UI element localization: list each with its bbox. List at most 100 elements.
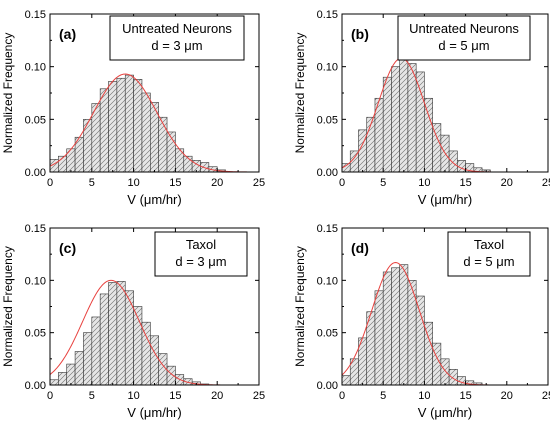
x-tick-label: 25 [253,177,265,189]
x-tick-label: 15 [459,390,471,402]
gaussian-fit-line [49,73,260,173]
panel-label: (b) [351,26,369,42]
histogram-bar [415,71,425,173]
y-axis-label: Normalized Frequency [1,33,15,154]
legend-box [109,15,245,61]
histogram-bar [374,290,384,386]
x-tick-label: 25 [253,390,265,402]
histogram-bar [382,271,392,386]
histogram-bar [358,129,368,173]
chart-panel-1: 0 5 10 15 20 25 0.00 0.05 0.10 0.15 V (μm/hr) Norma… [1,9,265,207]
histogram-bar [141,92,151,173]
legend-box [447,231,531,277]
chart-panel-3: 0 5 10 15 20 25 0.00 0.05 0.10 0.15 V (μm/hr) Norma… [1,223,265,420]
histogram-bar [399,264,409,386]
histogram-bar [49,379,59,386]
histogram-bar [424,97,433,173]
x-tick-label: 15 [459,177,471,189]
histogram-bar [341,163,351,173]
chart-panel-4: 0 5 10 15 20 25 0.00 0.05 0.10 0.15 V (μm/hr) Norma… [293,223,550,420]
histogram-bar [448,150,458,173]
y-tick-label: 0.00 [317,167,338,179]
y-axis-label: Normalized Frequency [293,33,307,154]
panel-label: (c) [59,240,76,256]
x-tick-label: 0 [47,390,53,402]
x-tick-label: 10 [127,177,139,189]
y-tick-label: 0.05 [317,328,338,340]
x-tick-label: 5 [89,390,95,402]
x-tick-label: 10 [418,177,430,189]
y-tick-label: 0.10 [25,275,46,287]
y-tick-label: 0.00 [25,380,46,392]
x-tick-label: 25 [542,390,550,402]
x-tick-label: 5 [380,177,386,189]
x-tick-label: 20 [211,177,223,189]
y-tick-label: 0.10 [25,62,46,74]
panel-label: (a) [59,26,76,42]
x-tick-label: 15 [169,390,181,402]
panel-label: (d) [351,240,369,256]
x-tick-label: 20 [211,390,223,402]
x-tick-label: 10 [418,390,430,402]
histogram-bar [407,63,417,173]
histogram-bar [108,282,118,386]
x-tick-label: 0 [47,177,53,189]
x-axis-label: V (μm/hr) [127,405,181,420]
x-tick-label: 0 [339,390,345,402]
histogram-bars [49,281,210,386]
histogram-bar [83,119,93,173]
histogram-bar [58,372,68,386]
y-tick-label: 0.05 [317,114,338,126]
legend-box [154,231,248,277]
histogram-bar [133,79,143,173]
histogram-bar [341,375,351,386]
chart-panel-2: 0 5 10 15 20 25 0.00 0.05 0.10 0.15 V (μm/hr) Norma… [293,9,550,207]
histogram-bar [158,116,168,173]
histogram-bar [99,293,109,386]
histogram-bar [391,267,400,386]
x-tick-label: 0 [339,177,345,189]
y-tick-label: 0.00 [317,380,338,392]
histogram-bar [66,363,76,386]
histogram-bar [116,77,126,173]
y-tick-label: 0.15 [317,223,338,235]
histogram-bar [91,316,101,386]
histogram-bar [99,88,109,173]
x-tick-label: 25 [542,177,550,189]
histogram-bar [440,358,450,386]
legend-text: d = 3 μm [151,38,202,53]
y-tick-label: 0.15 [25,9,46,21]
x-tick-label: 5 [380,390,386,402]
legend-text: Taxol [186,237,216,252]
histogram-bar [83,332,93,386]
histogram-bar [432,342,442,386]
y-tick-label: 0.00 [25,167,46,179]
legend-text: Taxol [474,237,504,252]
y-axis-label: Normalized Frequency [1,246,15,367]
histogram-bar [424,321,433,386]
x-axis-label: V (μm/hr) [418,405,472,420]
x-tick-label: 20 [501,390,513,402]
x-tick-label: 15 [169,177,181,189]
legend-box [397,15,531,61]
y-tick-label: 0.10 [317,275,338,287]
y-tick-label: 0.05 [25,114,46,126]
y-tick-label: 0.15 [25,223,46,235]
histogram-bar [399,57,409,173]
histogram-bar [124,74,134,173]
x-axis-label: V (μm/hr) [127,192,181,207]
histogram-bar [116,281,126,386]
y-tick-label: 0.10 [317,62,338,74]
legend-text: Untreated Neurons [409,21,519,36]
histogram-bar [382,76,392,173]
y-tick-label: 0.15 [317,9,338,21]
x-tick-label: 10 [127,390,139,402]
histogram-bar [150,335,159,386]
legend-text: d = 5 μm [463,254,514,269]
histogram-bars [341,57,491,173]
histogram-bars [49,74,226,173]
histogram-bar [448,368,458,386]
histogram-bar [415,295,425,386]
x-tick-label: 5 [89,177,95,189]
